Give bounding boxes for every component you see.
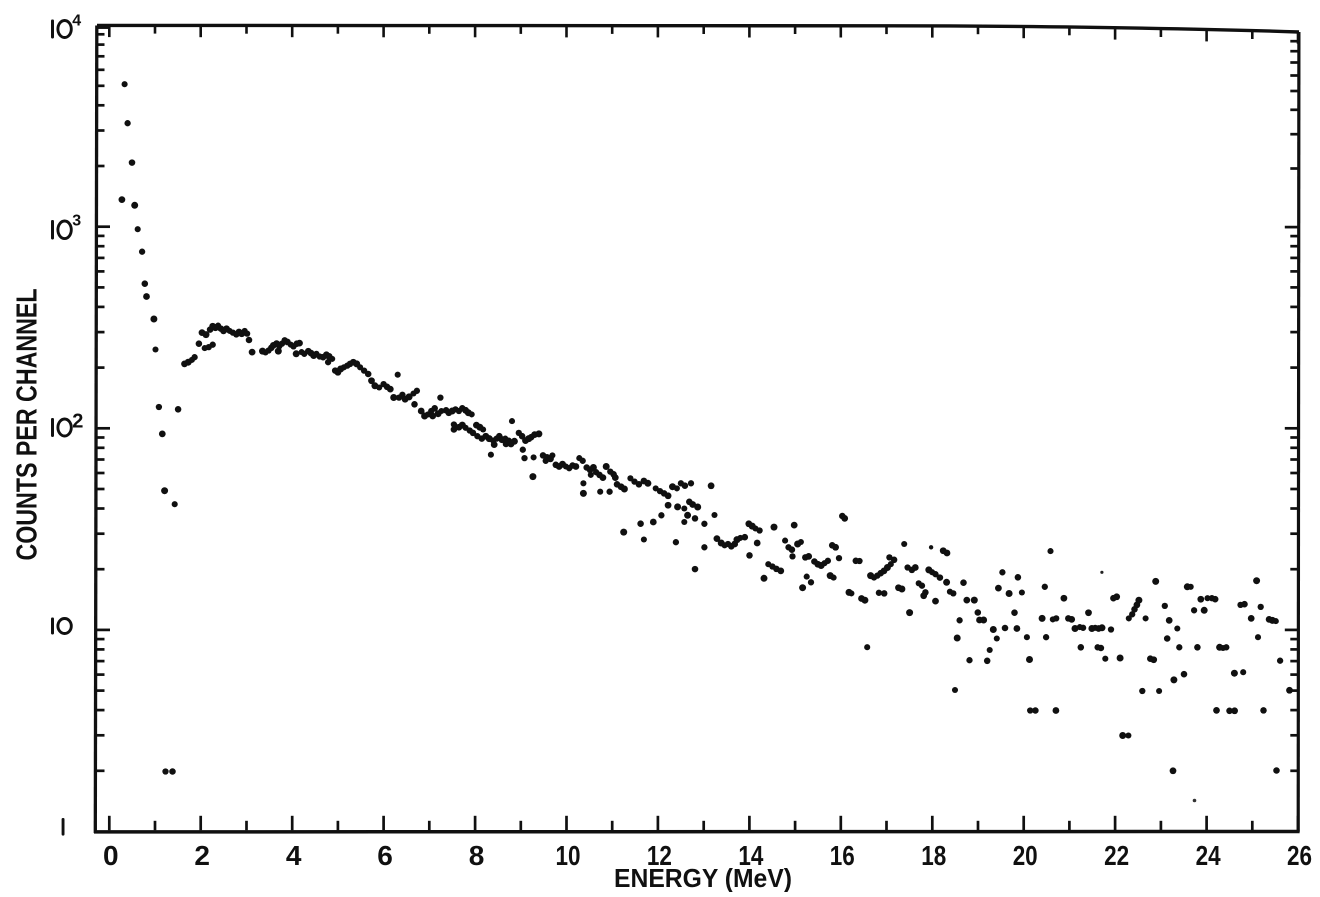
svg-text:18: 18 (921, 840, 946, 871)
svg-text:20: 20 (1013, 840, 1038, 871)
svg-text:2: 2 (72, 411, 83, 433)
svg-text:16: 16 (830, 840, 855, 871)
svg-text:2: 2 (194, 840, 210, 871)
svg-text:3: 3 (72, 213, 81, 230)
svg-text:COUNTS PER CHANNEL: COUNTS PER CHANNEL (12, 289, 44, 561)
svg-text:0: 0 (103, 840, 119, 871)
svg-text:4: 4 (286, 840, 302, 871)
svg-text:12: 12 (647, 840, 672, 871)
svg-text:22: 22 (1104, 840, 1129, 871)
svg-text:ENERGY (MeV): ENERGY (MeV) (614, 863, 792, 892)
svg-text:6: 6 (377, 840, 393, 871)
svg-text:14: 14 (738, 840, 763, 871)
svg-text:10: 10 (556, 840, 581, 871)
svg-text:8: 8 (469, 840, 485, 871)
svg-text:4: 4 (72, 13, 81, 30)
svg-text:26: 26 (1287, 840, 1312, 871)
svg-text:24: 24 (1196, 840, 1221, 871)
